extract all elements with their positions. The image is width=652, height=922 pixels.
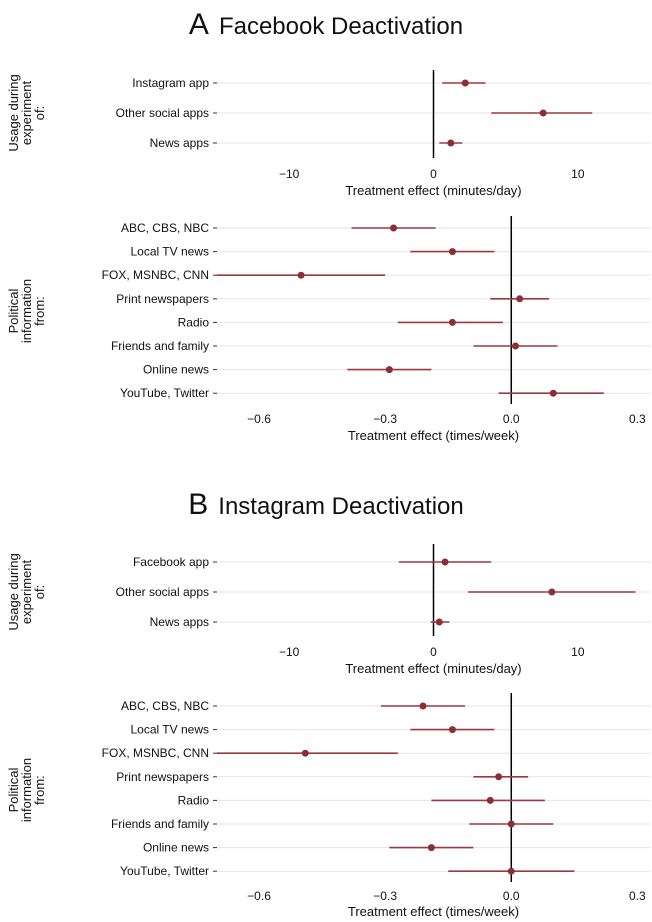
panel-b-group-2-x-axis-label: Treatment effect (times/week) [348,904,519,919]
panel-a-group-1-label-line: experiment [19,80,34,145]
panel-b-group-1-x-tick-label: 10 [571,645,585,659]
panel-b-group-1-point-estimate [548,588,556,596]
panel-a-group-2-category-label: Local TV news [131,245,210,259]
panel-a-title: A Facebook Deactivation [189,8,463,41]
panel-b-group-1-x-tick-label: 0 [430,645,437,659]
panel-a-group-1-label-line: of: [32,106,47,120]
panel-a-group-2-point-estimate [448,248,456,256]
panel-b-group-2-point-estimate [507,867,515,875]
panel-a-group-2-point-estimate [549,389,557,397]
panel-b-group-1-point-estimate [435,618,443,626]
panel-b-group-2-label-line: information [19,758,34,822]
panel-b-group-1-x-axis-label: Treatment effect (minutes/day) [345,661,521,676]
panel-b-group-2-point-estimate [427,844,435,852]
panel-b-group-2-category-label: FOX, MSNBC, CNN [102,746,209,760]
panel-b-title: B Instagram Deactivation [188,488,463,521]
panel-b-group-2-point-estimate [301,749,309,757]
panel-a-group-2-x-tick-label: −0.6 [247,412,271,426]
panel-b-group-1-point-estimate [441,558,449,566]
panel-b-group-2-label-line: Political [6,767,21,812]
panel-a-group-1-point-estimate [447,139,455,147]
panel-b-group-2-category-label: YouTube, Twitter [120,864,209,878]
panel-b-group-2-x-tick-label: −0.6 [247,889,271,903]
panel-b-group-2-x-tick-label: −0.3 [373,889,397,903]
panel-a-group-2-label: Politicalinformationfrom: [6,279,47,343]
panel-a-group-1-category-label: Other social apps [116,106,209,120]
panel-a-group-1-x-tick-label: −10 [279,167,300,181]
panel-b-group-2-category-label: Friends and family [111,817,209,831]
panel-b-group-2-point-estimate [419,702,427,710]
panel-b-group-1-x-tick-label: −10 [279,645,300,659]
panel-a-group-2-category-label: FOX, MSNBC, CNN [102,268,209,282]
panel-a-group-2-label-line: Political [6,288,21,333]
panel-b-group-2-label: Politicalinformationfrom: [6,758,47,822]
panel-b-group-2-point-estimate [495,773,503,781]
panel-b-letter: B [188,488,208,521]
panel-b-group-1-category-label: News apps [150,615,209,629]
panel-a-group-2-label-line: information [19,279,34,343]
panel-a-group-1-point-estimate [461,79,469,87]
panel-a-group-2-point-estimate [385,366,393,374]
panel-b-group-2-category-label: Online news [143,841,209,855]
panel-a-letter: A [189,8,209,41]
panel-b-group-2-category-label: Local TV news [131,723,210,737]
panel-a-group-1-category-label: Instagram app [132,76,209,90]
panel-a-group-2-category-label: Online news [143,363,209,377]
panel-a-group-2-category-label: Friends and family [111,339,209,353]
panel-a-group-2-point-estimate [297,271,305,279]
panel-b-group-1-label-line: experiment [19,559,34,624]
panel-b-group-2-category-label: Print newspapers [116,770,209,784]
panel-b-group-1-label-line: Usage during [6,553,21,630]
panel-b-group-2-point-estimate [448,726,456,734]
panel-b-group-2-point-estimate [507,820,515,828]
panel-b-group-1-label-line: of: [32,585,47,599]
panel-b-group-1-category-label: Facebook app [133,555,209,569]
panel-a-group-1-x-axis-label: Treatment effect (minutes/day) [345,183,521,198]
panel-b-group-2-x-tick-label: 0.3 [629,889,646,903]
panel-a-group-2-x-tick-label: 0.3 [629,412,646,426]
panel-a-group-1-label-line: Usage during [6,74,21,151]
panel-a-group-1-category-label: News apps [150,136,209,150]
panel-a-group-2-x-axis-label: Treatment effect (times/week) [348,428,519,443]
panel-b-group-2-category-label: ABC, CBS, NBC [121,699,209,713]
panel-a-group-2-label-line: from: [32,296,47,326]
panel-a-group-2-category-label: ABC, CBS, NBC [121,221,209,235]
panel-b-group-2-category-label: Radio [178,793,210,807]
panel-a-group-1-x-tick-label: 0 [430,167,437,181]
panel-a-group-2-point-estimate [448,318,456,326]
panel-b-group-1-category-label: Other social apps [116,585,209,599]
panel-b-group-2-x-tick-label: 0.0 [503,889,520,903]
panel-a-group-2-category-label: Radio [178,315,210,329]
panel-a-group-2-point-estimate [511,342,519,350]
panel-a-group-2-x-tick-label: 0.0 [503,412,520,426]
panel-a-group-2-point-estimate [390,224,398,232]
panel-b-title-text: Instagram Deactivation [218,493,463,520]
panel-a-group-2-x-tick-label: −0.3 [373,412,397,426]
panel-b-group-1-label: Usage duringexperimentof: [6,553,47,630]
panel-a-group-1-label: Usage duringexperimentof: [6,74,47,151]
panel-a-group-2-point-estimate [516,295,524,303]
panel-b-group-2-label-line: from: [32,775,47,805]
panel-b-group-2-point-estimate [486,796,494,804]
panel-a-group-1-point-estimate [539,109,547,117]
panel-a-group-1-x-tick-label: 10 [571,167,585,181]
panel-a-group-2-category-label: YouTube, Twitter [120,386,209,400]
panel-a-group-2-category-label: Print newspapers [116,292,209,306]
panel-a-title-text: Facebook Deactivation [219,13,463,40]
